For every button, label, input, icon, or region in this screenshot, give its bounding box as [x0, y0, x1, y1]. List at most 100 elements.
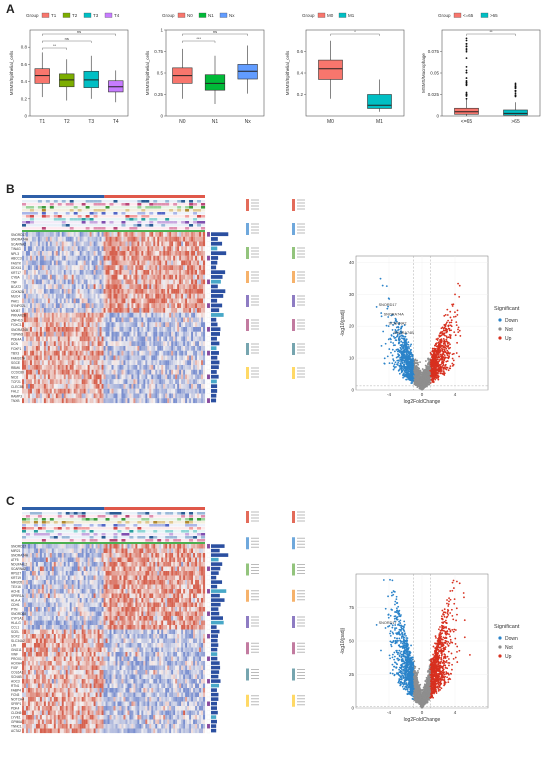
annotation-cell: [133, 512, 138, 515]
heatmap-cell: [22, 289, 25, 294]
heatmap-cell: [149, 232, 152, 237]
heatmap-cell: [131, 260, 134, 266]
heatmap-cell: [99, 388, 102, 394]
heatmap-cell: [61, 341, 64, 347]
heatmap-cell: [61, 327, 64, 332]
heatmap-cell: [191, 255, 194, 261]
heatmap-cell: [45, 293, 48, 299]
heatmap-cell: [151, 360, 154, 366]
heatmap-cell: [167, 553, 170, 558]
signif-bracket: [330, 33, 380, 36]
heatmap-cell: [69, 557, 72, 563]
heatmap-cell: [111, 331, 114, 337]
heatmap-cell: [203, 270, 206, 275]
heatmap-cell: [53, 365, 56, 370]
heatmap-cell: [25, 317, 29, 323]
heatmap-cell: [91, 312, 94, 318]
annotation-cell: [181, 227, 186, 230]
heatmap-cell: [139, 279, 142, 285]
heatmap-cell: [111, 298, 114, 304]
annotation-cell: [149, 530, 154, 533]
annotation-cell: [113, 227, 118, 230]
heatmap-cell: [37, 360, 41, 366]
heatmap-cell: [87, 336, 90, 342]
heatmap-cell: [145, 260, 148, 266]
heatmap-cell: [153, 374, 156, 380]
heatmap-cell: [95, 255, 98, 261]
heatmap-cell: [27, 355, 31, 361]
annotation-cell: [22, 527, 27, 530]
heatmap-cell: [167, 393, 170, 399]
heatmap-cell: [153, 544, 156, 549]
annotation-cell: [57, 227, 62, 230]
heatmap-cell: [107, 331, 110, 337]
heatmap-cell: [73, 388, 76, 394]
heatmap-cell: [77, 308, 80, 313]
heatmap-cell: [175, 393, 178, 399]
heatmap-cell: [173, 293, 176, 299]
heatmap-cell: [77, 388, 80, 394]
heatmap-cell: [61, 393, 64, 399]
annotation-cell: [197, 209, 202, 212]
heatmap-cell: [119, 331, 122, 337]
heatmap-cell: [63, 322, 66, 328]
heatmap-cell: [197, 308, 200, 313]
legend-text-line: [251, 298, 259, 300]
annotation-cell: [49, 518, 54, 521]
heatmap-cell: [33, 312, 37, 318]
annotation-cell: [61, 512, 66, 515]
heatmap-cell: [99, 553, 102, 558]
heatmap-cell: [119, 298, 122, 304]
heatmap-cell: [47, 312, 50, 318]
heatmap-cell: [47, 355, 50, 361]
heatmap-cell: [119, 544, 122, 549]
heatmap-cell: [199, 355, 202, 361]
heatmap-cell: [25, 393, 29, 399]
heatmap-cell: [171, 388, 174, 394]
annotation-cell: [141, 533, 146, 536]
heatmap-cell: [127, 393, 130, 399]
heatmap-cell: [25, 322, 29, 328]
heatmap-cell: [85, 350, 88, 356]
annotation-cell: [129, 515, 134, 518]
heatmap-cell: [183, 336, 186, 342]
annotation-cell: [22, 212, 27, 215]
annotation-cell: [121, 224, 126, 227]
annotation-cell: [201, 203, 206, 206]
heatmap-cell: [63, 298, 66, 304]
annotation-cell: [22, 206, 27, 209]
heatmap-cell: [195, 384, 198, 389]
heatmap-cell: [22, 331, 25, 337]
heatmap-cell: [63, 336, 66, 342]
annotation-cell: [161, 530, 166, 533]
heatmap-cell: [197, 232, 200, 237]
heatmap-cell: [37, 232, 41, 237]
heatmap-cell: [195, 274, 198, 280]
legend-text-line: [297, 328, 305, 330]
heatmap-cell: [199, 374, 202, 380]
heatmap-cell: [101, 312, 104, 318]
heatmap-cell: [195, 360, 198, 366]
annotation-cell: [117, 515, 122, 518]
heatmap-cell: [145, 322, 148, 328]
heatmap-cell: [123, 360, 126, 366]
x-tick-label: M1: [376, 119, 383, 125]
legend-text-line: [297, 304, 305, 306]
heatmap-cell: [22, 355, 25, 361]
heatmap-cell: [73, 341, 76, 347]
heatmap-cell: [107, 236, 110, 242]
heatmap-cell: [53, 557, 56, 563]
heatmap-cell: [73, 265, 76, 271]
heatmap-cell: [141, 265, 144, 271]
heatmap-cell: [105, 327, 108, 332]
heatmap-cell: [109, 544, 112, 549]
heatmap-cell: [22, 274, 25, 280]
heatmap-cell: [61, 289, 64, 294]
heatmap-cell: [135, 312, 138, 318]
heatmap-cell: [117, 360, 120, 366]
annotation-cell: [89, 527, 94, 530]
heatmap-cell: [25, 350, 29, 356]
heatmap-cell: [75, 374, 78, 380]
heatmap-cell: [195, 553, 198, 558]
heatmap-cell: [203, 308, 206, 313]
